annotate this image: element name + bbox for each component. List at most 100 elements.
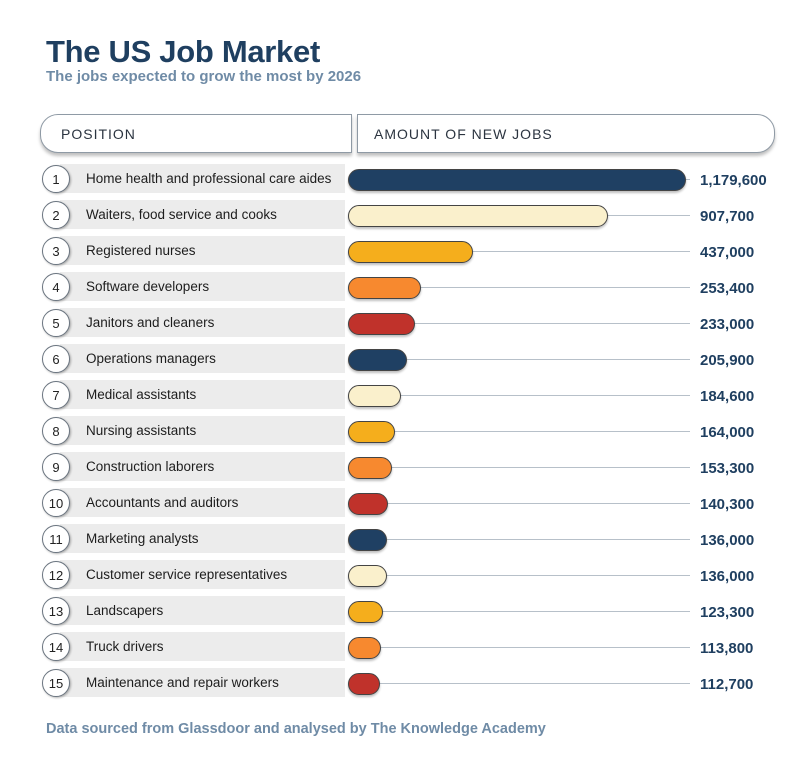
value-label: 184,600 [700,388,755,405]
bar-guide-line [352,503,690,504]
row-stripe [60,344,345,373]
value-label: 140,300 [700,496,755,513]
rank-badge: 7 [42,381,70,409]
table-row: 3 Registered nurses 437,000 [0,234,800,270]
bar-guide-line [352,359,690,360]
row-stripe [60,164,345,193]
bar-15 [348,673,380,695]
bar-guide-line [352,539,690,540]
rank-badge: 12 [42,561,70,589]
row-stripe [60,308,345,337]
position-label: Janitors and cleaners [86,315,215,330]
source-footer: Data sourced from Glassdoor and analysed… [46,721,546,737]
bar-14 [348,637,381,659]
bar-guide-line [352,467,690,468]
value-label: 136,000 [700,568,755,585]
bar-7 [348,385,401,407]
table-row: 2 Waiters, food service and cooks 907,700 [0,198,800,234]
table-row: 10 Accountants and auditors 140,300 [0,486,800,522]
rank-badge: 14 [42,633,70,661]
table-row: 8 Nursing assistants 164,000 [0,414,800,450]
bar-guide-line [352,431,690,432]
value-label: 253,400 [700,280,755,297]
bar-guide-line [352,575,690,576]
value-label: 233,000 [700,316,755,333]
page-title: The US Job Market [46,34,320,69]
row-stripe [60,452,345,481]
position-label: Waiters, food service and cooks [86,207,277,222]
amount-column-header: AMOUNT OF NEW JOBS [357,114,775,153]
bar-guide-line [352,683,690,684]
position-label: Landscapers [86,603,164,618]
table-row: 12 Customer service representatives 136,00… [0,558,800,594]
position-label: Medical assistants [86,387,197,402]
position-label: Accountants and auditors [86,495,239,510]
row-stripe [60,596,345,625]
position-label: Maintenance and repair workers [86,675,279,690]
row-stripe [60,236,345,265]
bar-12 [348,565,387,587]
table-row: 4 Software developers 253,400 [0,270,800,306]
rank-badge: 2 [42,201,70,229]
bar-guide-line [352,395,690,396]
rank-badge: 3 [42,237,70,265]
bar-4 [348,277,421,299]
value-label: 113,800 [700,640,754,657]
value-label: 907,700 [700,208,755,225]
position-label: Operations managers [86,351,216,366]
row-stripe [60,416,345,445]
position-label: Nursing assistants [86,423,197,438]
bar-13 [348,601,383,623]
position-column-header: POSITION [40,114,352,153]
table-row: 5 Janitors and cleaners 233,000 [0,306,800,342]
rank-badge: 6 [42,345,70,373]
table-row: 6 Operations managers 205,900 [0,342,800,378]
rank-badge: 10 [42,489,70,517]
bar-9 [348,457,392,479]
value-label: 437,000 [700,244,755,261]
rank-badge: 13 [42,597,70,625]
row-stripe [60,380,345,409]
bar-guide-line [352,611,690,612]
position-label: Truck drivers [86,639,164,654]
rank-badge: 9 [42,453,70,481]
row-stripe [60,200,345,229]
bar-1 [348,169,686,191]
position-label: Customer service representatives [86,567,288,582]
value-label: 153,300 [700,460,755,477]
value-label: 205,900 [700,352,755,369]
rank-badge: 4 [42,273,70,301]
bar-guide-line [352,287,690,288]
position-label: Registered nurses [86,243,196,258]
table-row: 7 Medical assistants 184,600 [0,378,800,414]
row-stripe [60,560,345,589]
table-row: 9 Construction laborers 153,300 [0,450,800,486]
bar-guide-line [352,647,690,648]
value-label: 164,000 [700,424,755,441]
bar-6 [348,349,407,371]
table-row: 11 Marketing analysts 136,000 [0,522,800,558]
bar-8 [348,421,395,443]
rank-badge: 15 [42,669,70,697]
table-row: 13 Landscapers 123,300 [0,594,800,630]
bar-guide-line [352,251,690,252]
bar-guide-line [352,323,690,324]
page-subtitle: The jobs expected to grow the most by 20… [46,68,362,85]
bar-3 [348,241,473,263]
bar-2 [348,205,608,227]
table-row: 14 Truck drivers 113,800 [0,630,800,666]
bar-11 [348,529,387,551]
value-label: 1,179,600 [700,172,767,189]
position-label: Marketing analysts [86,531,199,546]
row-stripe [60,524,345,553]
bar-10 [348,493,388,515]
position-label: Home health and professional care aides [86,171,332,186]
value-label: 112,700 [700,676,754,693]
position-label: Construction laborers [86,459,215,474]
rank-badge: 11 [42,525,70,553]
rank-badge: 8 [42,417,70,445]
row-stripe [60,632,345,661]
value-label: 123,300 [700,604,755,621]
row-stripe [60,488,345,517]
value-label: 136,000 [700,532,755,549]
